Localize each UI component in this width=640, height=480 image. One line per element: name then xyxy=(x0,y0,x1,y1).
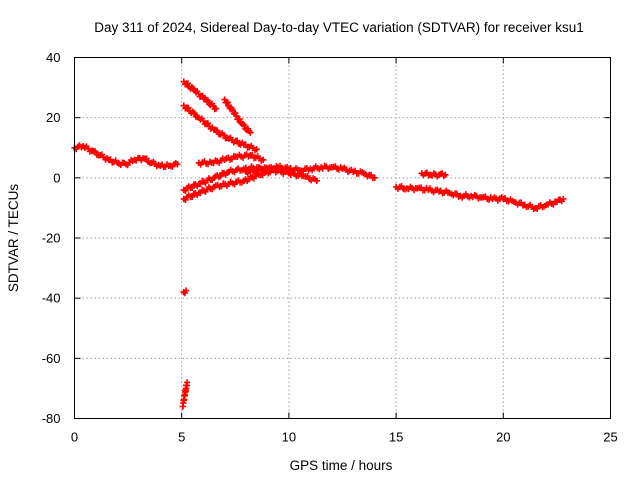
plot-frame xyxy=(74,57,611,419)
x-axis: 0 5 10 15 20 25 xyxy=(71,57,618,445)
data-point xyxy=(180,102,260,154)
x-tick-label: 25 xyxy=(603,430,617,445)
x-tick-label: 10 xyxy=(282,430,296,445)
data-point xyxy=(392,182,567,213)
chart-title: Day 311 of 2024, Sidereal Day-to-day VTE… xyxy=(94,20,583,35)
y-tick-label: 20 xyxy=(46,110,60,125)
data-point xyxy=(195,151,267,168)
x-tick-label: 5 xyxy=(178,430,185,445)
series-band-lowest xyxy=(180,166,278,203)
series-island-15 xyxy=(418,169,449,180)
y-tick-label: -60 xyxy=(42,351,61,366)
data-point xyxy=(221,96,254,136)
series-band-mid xyxy=(195,151,267,168)
series-main-trend xyxy=(71,142,181,171)
series-arc-short xyxy=(221,96,254,136)
grid xyxy=(74,57,611,419)
series-late-trend xyxy=(392,182,567,213)
y-axis-label: SDTVAR / TECUs xyxy=(6,184,21,293)
data-point xyxy=(418,169,449,180)
x-axis-label: GPS time / hours xyxy=(290,458,393,473)
y-tick-label: -40 xyxy=(42,291,61,306)
y-tick-label: 40 xyxy=(46,50,60,65)
y-tick-label: -80 xyxy=(42,411,61,426)
data-point xyxy=(180,78,220,113)
series-arc-upper xyxy=(180,78,220,113)
x-tick-label: 0 xyxy=(71,430,78,445)
data-point xyxy=(179,379,191,410)
x-tick-label: 15 xyxy=(389,430,403,445)
data-point xyxy=(180,287,190,297)
data-point xyxy=(180,166,278,203)
data-point xyxy=(71,142,181,171)
y-tick-label: -20 xyxy=(42,231,61,246)
series-plunge xyxy=(179,379,191,410)
data-points xyxy=(71,78,567,410)
x-tick-label: 20 xyxy=(496,430,510,445)
series-outlier-38 xyxy=(180,287,190,297)
y-axis: 40 20 0 -20 -40 -60 -80 xyxy=(42,50,611,426)
series-arc-upper-2 xyxy=(180,102,260,154)
y-tick-label: 0 xyxy=(53,170,60,185)
